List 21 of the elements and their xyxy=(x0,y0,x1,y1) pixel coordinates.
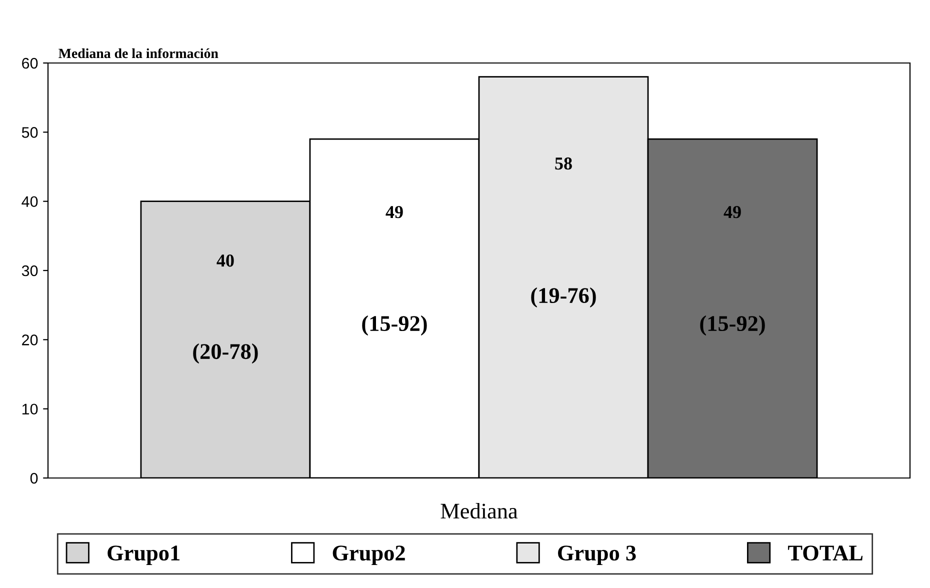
y-tick-label: 0 xyxy=(30,472,38,484)
annotation: (15-92) xyxy=(362,315,427,336)
legend-label: Grupo2 xyxy=(332,546,405,566)
y-tick-label: 50 xyxy=(22,127,38,138)
data-label: 40 xyxy=(216,254,234,267)
data-label: 49 xyxy=(386,206,403,218)
y-tick-label: 40 xyxy=(22,196,38,208)
annotation: (15-92) xyxy=(700,315,765,336)
legend-label: TOTAL xyxy=(788,546,863,561)
x-tick-label: Mediana xyxy=(440,503,518,519)
y-tick-label: 20 xyxy=(22,334,38,346)
data-label: 58 xyxy=(555,157,572,170)
legend-label: Grupo 3 xyxy=(558,546,636,566)
legend-label: Grupo1 xyxy=(108,546,180,566)
data-label: 49 xyxy=(724,206,741,218)
annotation: (20-78) xyxy=(193,343,258,364)
chart-title: Mediana de la información xyxy=(58,48,218,58)
annotation: (19-76) xyxy=(531,287,596,308)
y-tick-label: 60 xyxy=(22,58,38,69)
y-tick-label: 10 xyxy=(22,404,38,415)
y-tick-label: 30 xyxy=(22,265,38,276)
